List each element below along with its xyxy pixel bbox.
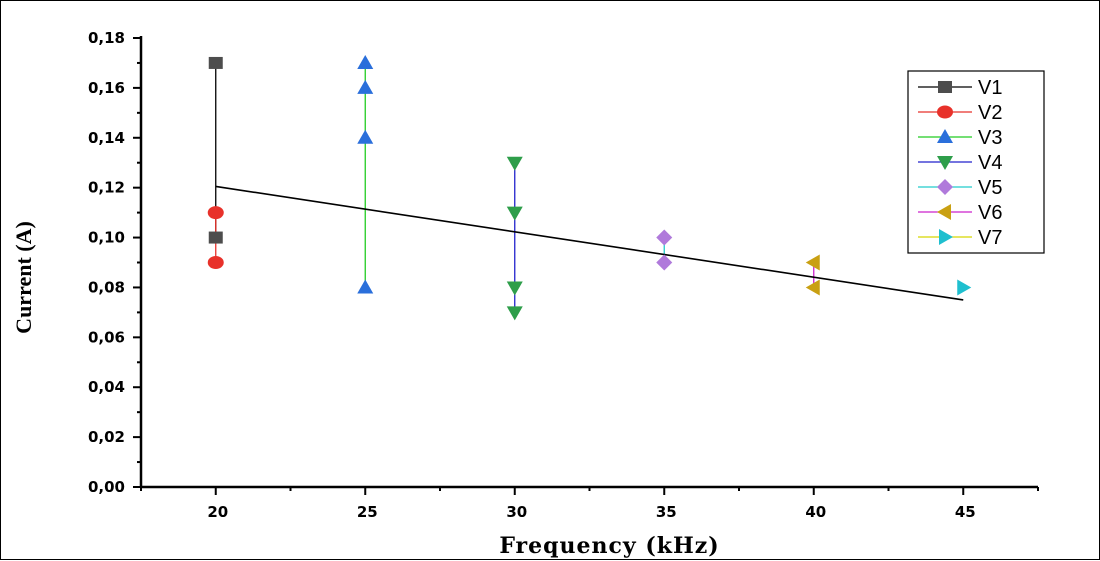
- legend-label-v4: V4: [978, 152, 1002, 174]
- trendline-layer: [215, 185, 964, 301]
- legend-label-v6: V6: [978, 202, 1002, 224]
- y-ticks: 0,00 0,02 0,04 0,06 0,08 0,10 0,12 0,14 0,16 0,18: [88, 29, 141, 496]
- data-point-v5: [656, 229, 673, 246]
- y-tick-label: 0,16: [88, 79, 125, 97]
- legend-marker-v5: [937, 179, 953, 195]
- x-tick-label: 45: [955, 503, 976, 521]
- data-point-v6: [805, 254, 820, 271]
- x-axis-title: Frequency (kHz): [499, 533, 719, 559]
- y-tick-label: 0,00: [88, 478, 125, 496]
- y-tick-label: 0,04: [88, 378, 125, 396]
- data-point-v4: [506, 206, 523, 221]
- data-point-v1: [208, 56, 223, 69]
- data-point-v2: [207, 206, 224, 220]
- legend-label-v1: V1: [978, 77, 1002, 99]
- data-point-v3: [357, 279, 374, 294]
- legend-label-v2: V2: [978, 102, 1002, 124]
- legend-marker-v7: [939, 229, 953, 245]
- legend-marker-v3: [937, 129, 953, 143]
- y-axis-title: Current (A): [11, 221, 36, 334]
- y-tick-label: 0,12: [88, 179, 125, 197]
- legend-marker-v4: [937, 156, 953, 170]
- y-tick-label: 0,02: [88, 428, 125, 446]
- data-point-v4: [506, 156, 523, 171]
- axes: [139, 36, 1038, 489]
- data-point-v4: [506, 281, 523, 296]
- legend-label-v7: V7: [978, 227, 1002, 249]
- y-tick-label: 0,08: [88, 278, 125, 296]
- data-point-v7: [957, 279, 972, 296]
- data-point-v3: [357, 54, 374, 69]
- trendline: [215, 185, 964, 301]
- legend-label-v5: V5: [978, 177, 1002, 199]
- x-tick-label: 40: [805, 503, 826, 521]
- y-tick-label: 0,10: [88, 229, 125, 247]
- x-tick-label: 30: [506, 503, 527, 521]
- data-markers: [207, 54, 972, 321]
- data-point-v1: [208, 231, 223, 244]
- legend: V1 V2 V3 V4 V5 V6 V7: [907, 70, 1045, 254]
- x-tick-label: 25: [357, 503, 378, 521]
- y-tick-label: 0,18: [88, 29, 125, 47]
- data-point-v2: [207, 256, 224, 269]
- y-tick-label: 0,14: [88, 129, 125, 147]
- data-point-v3: [357, 79, 374, 94]
- legend-label-v3: V3: [978, 127, 1002, 149]
- x-tick-label: 20: [207, 503, 228, 521]
- data-point-v5: [656, 254, 673, 271]
- data-point-v4: [506, 306, 523, 321]
- x-ticks: 20 25 30 35 40 45: [140, 487, 1039, 521]
- x-tick-label: 35: [656, 503, 677, 521]
- series-lines: [215, 62, 815, 313]
- data-point-v6: [805, 279, 820, 296]
- legend-marker-v2: [937, 105, 953, 119]
- data-point-v3: [357, 129, 374, 144]
- legend-marker-v6: [937, 204, 951, 220]
- legend-marker-v1: [938, 81, 952, 93]
- y-tick-label: 0,06: [88, 328, 125, 346]
